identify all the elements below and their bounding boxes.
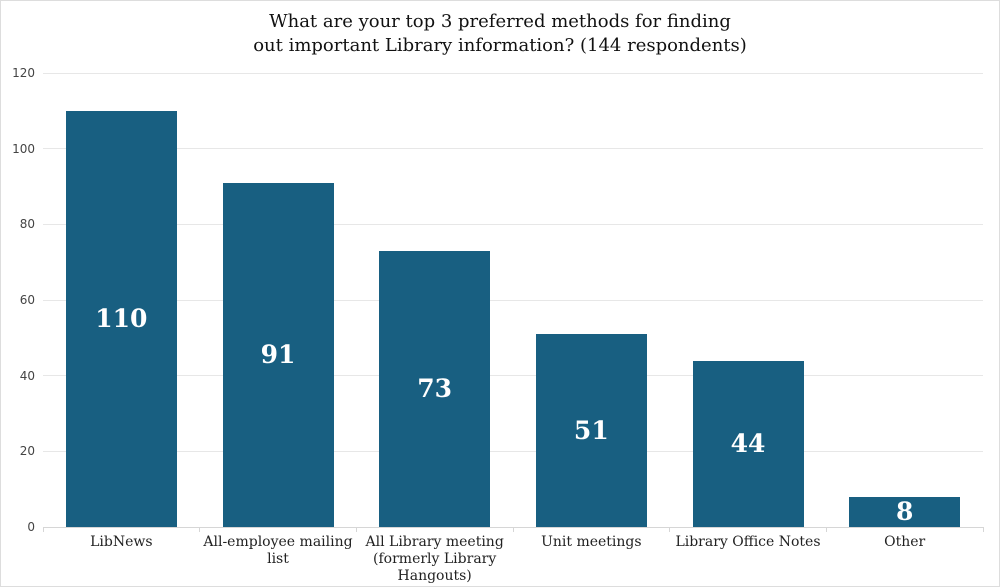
bar-value-label: 91	[260, 340, 296, 370]
bar-value-label: 8	[895, 497, 914, 527]
bar	[222, 182, 334, 527]
gridline	[43, 223, 983, 225]
bar-value-label: 73	[417, 374, 453, 404]
x-axis-label: All-employee mailing list	[203, 534, 353, 567]
x-axis-tick	[669, 527, 671, 532]
x-axis-tick	[42, 527, 44, 532]
gridline	[43, 72, 983, 74]
y-axis-tick-label: 60	[19, 293, 35, 307]
x-axis-tick	[512, 527, 514, 532]
bar	[692, 360, 804, 527]
bar-value-label: 110	[95, 304, 148, 334]
y-axis-tick-label: 40	[19, 368, 35, 383]
x-axis-label: Other	[884, 534, 926, 550]
x-axis-label: Unit meetings	[541, 534, 642, 550]
x-axis-tick	[825, 527, 827, 532]
chart-title: What are your top 3 preferred methods fo…	[253, 11, 747, 56]
bar	[65, 110, 177, 527]
y-axis-tick-label: 0	[27, 520, 35, 534]
bar-value-label: 51	[573, 416, 609, 446]
gridline	[43, 375, 983, 377]
y-axis-tick-label: 120	[12, 66, 35, 80]
y-axis-tick-label: 100	[12, 141, 35, 156]
bar	[849, 496, 961, 527]
y-axis-tick-label: 20	[19, 444, 35, 459]
y-axis-tick-label: 80	[19, 217, 35, 232]
gridline	[43, 148, 983, 150]
x-axis-label: LibNews	[90, 534, 153, 550]
bar	[535, 334, 647, 527]
x-axis-tick	[982, 527, 984, 532]
bar	[379, 250, 491, 527]
x-axis-label: Library Office Notes	[675, 534, 821, 550]
x-axis-tick	[199, 527, 201, 532]
gridline	[43, 299, 983, 301]
x-axis-tick	[355, 527, 357, 532]
plot-area: 0 20 40 60 80 100 120 110 LibNews 91 All-employee …	[12, 66, 984, 584]
gridline	[43, 450, 983, 452]
bar-value-label: 44	[730, 429, 766, 459]
x-axis-label: All Library meeting (formerly Library Ha…	[365, 534, 504, 584]
